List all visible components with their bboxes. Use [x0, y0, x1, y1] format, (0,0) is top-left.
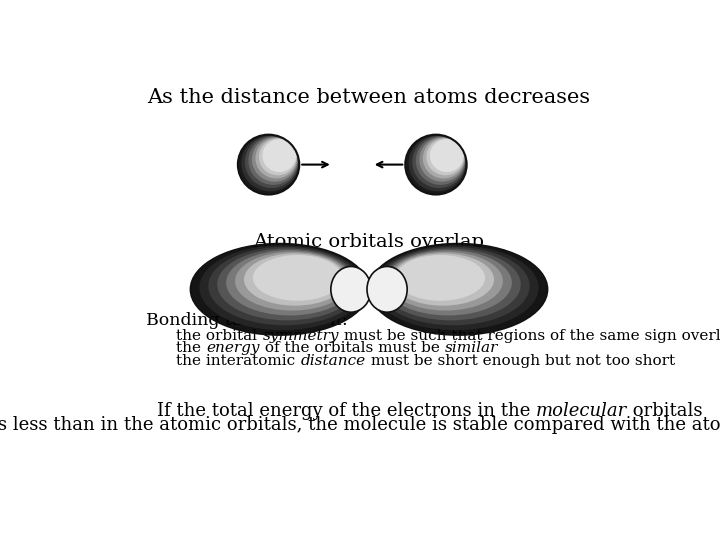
Text: the interatomic: the interatomic: [176, 354, 300, 368]
Ellipse shape: [259, 138, 297, 176]
Ellipse shape: [226, 250, 354, 315]
Ellipse shape: [248, 137, 298, 185]
Ellipse shape: [405, 134, 467, 194]
Text: orbitals: orbitals: [627, 402, 703, 420]
Ellipse shape: [369, 244, 548, 335]
Text: Atomic orbitals overlap: Atomic orbitals overlap: [253, 233, 485, 251]
Ellipse shape: [330, 266, 371, 312]
Text: As the distance between atoms decreases: As the distance between atoms decreases: [148, 87, 590, 107]
Ellipse shape: [377, 247, 530, 325]
Text: the orbital: the orbital: [176, 329, 262, 343]
Text: molecular: molecular: [536, 402, 627, 420]
Ellipse shape: [426, 138, 464, 176]
Ellipse shape: [413, 136, 466, 188]
Ellipse shape: [388, 252, 503, 310]
Text: is less than in the atomic orbitals, the molecule is stable compared with the at: is less than in the atomic orbitals, the…: [0, 416, 720, 434]
Ellipse shape: [380, 248, 521, 320]
Ellipse shape: [430, 139, 464, 172]
Text: similar: similar: [445, 341, 498, 355]
Text: symmetry: symmetry: [262, 329, 339, 343]
Ellipse shape: [235, 252, 350, 310]
Ellipse shape: [190, 244, 369, 335]
Ellipse shape: [423, 138, 464, 179]
Ellipse shape: [252, 137, 297, 181]
Text: of the orbitals must be: of the orbitals must be: [260, 341, 445, 355]
Text: If the total energy of the electrons in the: If the total energy of the electrons in …: [157, 402, 536, 420]
Text: must be such that regions of the same sign overlap: must be such that regions of the same si…: [339, 329, 720, 343]
Ellipse shape: [244, 253, 346, 306]
Ellipse shape: [373, 245, 539, 330]
Ellipse shape: [419, 137, 465, 181]
Ellipse shape: [199, 245, 365, 330]
Ellipse shape: [415, 137, 465, 185]
Ellipse shape: [367, 266, 408, 312]
Ellipse shape: [245, 136, 298, 188]
Ellipse shape: [217, 248, 358, 320]
Ellipse shape: [409, 136, 467, 191]
Ellipse shape: [256, 138, 297, 179]
Text: energy: energy: [207, 341, 260, 355]
Text: Bonding takes place if:: Bonding takes place if:: [145, 312, 348, 329]
Text: must be short enough but not too short: must be short enough but not too short: [366, 354, 675, 368]
Text: the: the: [176, 341, 207, 355]
Ellipse shape: [241, 136, 299, 191]
Ellipse shape: [396, 255, 485, 301]
Ellipse shape: [392, 253, 494, 306]
Ellipse shape: [253, 255, 342, 301]
Text: distance: distance: [300, 354, 366, 368]
Ellipse shape: [262, 139, 296, 172]
Ellipse shape: [208, 247, 361, 325]
Ellipse shape: [384, 250, 512, 315]
Ellipse shape: [238, 134, 300, 194]
